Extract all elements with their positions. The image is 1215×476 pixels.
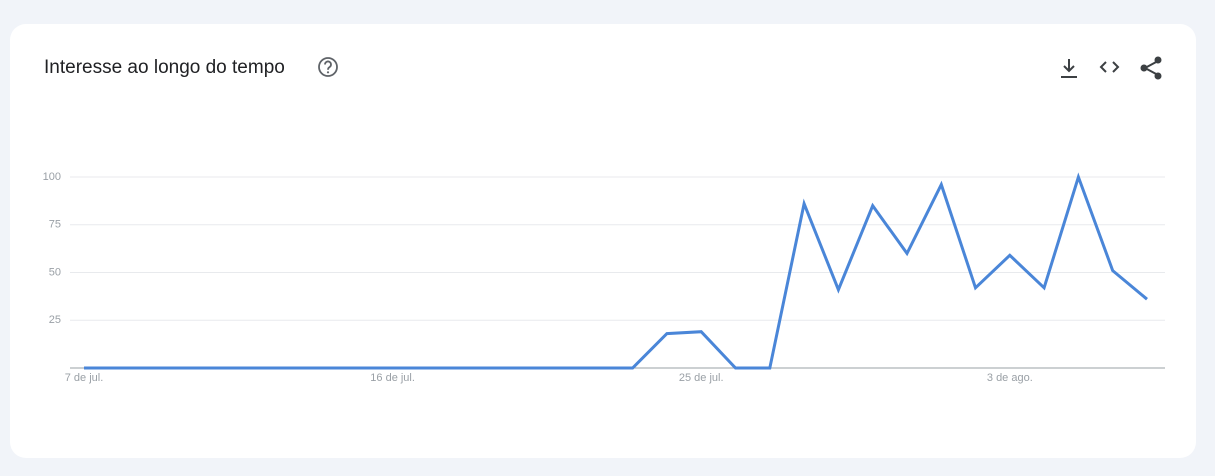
- y-tick-label: 75: [49, 219, 61, 231]
- x-tick-label: 25 de jul.: [679, 372, 724, 384]
- y-tick-label: 25: [49, 314, 61, 326]
- share-icon[interactable]: [1140, 56, 1162, 80]
- help-icon[interactable]: [318, 57, 338, 77]
- data-line: [84, 172, 1148, 370]
- chart-title: Interesse ao longo do tempo: [44, 57, 285, 78]
- download-icon[interactable]: [1061, 59, 1077, 78]
- embed-icon[interactable]: [1099, 61, 1120, 73]
- y-tick-label: 50: [49, 266, 61, 278]
- x-tick-label: 16 de jul.: [370, 372, 415, 384]
- card: [10, 24, 1196, 458]
- x-tick-label: 7 de jul.: [65, 372, 104, 384]
- x-tick-label: 3 de ago.: [987, 372, 1033, 384]
- y-tick-label: 100: [43, 171, 61, 183]
